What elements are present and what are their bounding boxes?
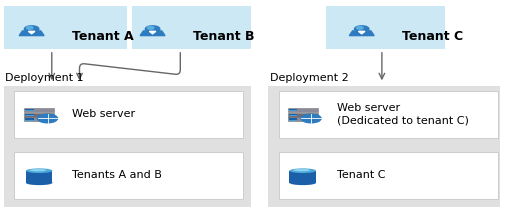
FancyBboxPatch shape — [287, 112, 318, 117]
FancyBboxPatch shape — [289, 114, 297, 116]
Circle shape — [146, 26, 160, 32]
FancyBboxPatch shape — [4, 6, 127, 50]
Ellipse shape — [293, 169, 310, 171]
FancyBboxPatch shape — [278, 152, 498, 199]
Ellipse shape — [29, 169, 47, 171]
Polygon shape — [19, 31, 44, 36]
Ellipse shape — [26, 180, 53, 185]
Text: Tenant C: Tenant C — [337, 170, 385, 180]
Text: Tenant B: Tenant B — [193, 30, 255, 43]
Ellipse shape — [289, 168, 316, 173]
Circle shape — [301, 114, 321, 123]
FancyBboxPatch shape — [327, 6, 445, 50]
Text: Deployment 2: Deployment 2 — [270, 73, 349, 83]
FancyBboxPatch shape — [132, 6, 251, 50]
Circle shape — [26, 26, 33, 29]
Polygon shape — [149, 31, 156, 34]
Polygon shape — [349, 31, 374, 36]
FancyBboxPatch shape — [24, 108, 54, 112]
FancyBboxPatch shape — [25, 114, 33, 116]
Polygon shape — [28, 31, 35, 34]
FancyBboxPatch shape — [289, 110, 297, 111]
Bar — [289, 171, 316, 183]
Circle shape — [24, 26, 39, 32]
FancyBboxPatch shape — [278, 91, 498, 138]
FancyBboxPatch shape — [25, 118, 33, 121]
FancyBboxPatch shape — [287, 108, 318, 112]
Polygon shape — [140, 31, 165, 36]
FancyBboxPatch shape — [289, 109, 297, 111]
FancyBboxPatch shape — [25, 110, 33, 111]
FancyBboxPatch shape — [25, 115, 33, 116]
Text: Web server
(Dedicated to tenant C): Web server (Dedicated to tenant C) — [337, 103, 468, 126]
Ellipse shape — [289, 180, 316, 185]
Circle shape — [356, 26, 363, 29]
Text: Deployment 1: Deployment 1 — [6, 73, 84, 83]
FancyBboxPatch shape — [24, 117, 54, 122]
FancyBboxPatch shape — [287, 117, 318, 122]
Circle shape — [38, 114, 57, 123]
FancyBboxPatch shape — [289, 118, 297, 121]
FancyBboxPatch shape — [14, 91, 243, 138]
FancyBboxPatch shape — [269, 86, 500, 206]
FancyBboxPatch shape — [289, 115, 297, 116]
Ellipse shape — [26, 168, 53, 173]
FancyBboxPatch shape — [14, 152, 243, 199]
Text: Tenants A and B: Tenants A and B — [72, 170, 162, 180]
FancyBboxPatch shape — [4, 86, 251, 206]
Circle shape — [148, 26, 154, 29]
Text: Tenant C: Tenant C — [402, 30, 463, 43]
FancyBboxPatch shape — [25, 109, 33, 111]
Text: Web server: Web server — [72, 109, 135, 119]
Circle shape — [354, 26, 369, 32]
FancyBboxPatch shape — [289, 120, 297, 121]
Text: Tenant A: Tenant A — [72, 30, 133, 43]
FancyBboxPatch shape — [25, 120, 33, 121]
Bar — [26, 171, 53, 183]
Polygon shape — [358, 31, 365, 34]
FancyBboxPatch shape — [24, 112, 54, 117]
